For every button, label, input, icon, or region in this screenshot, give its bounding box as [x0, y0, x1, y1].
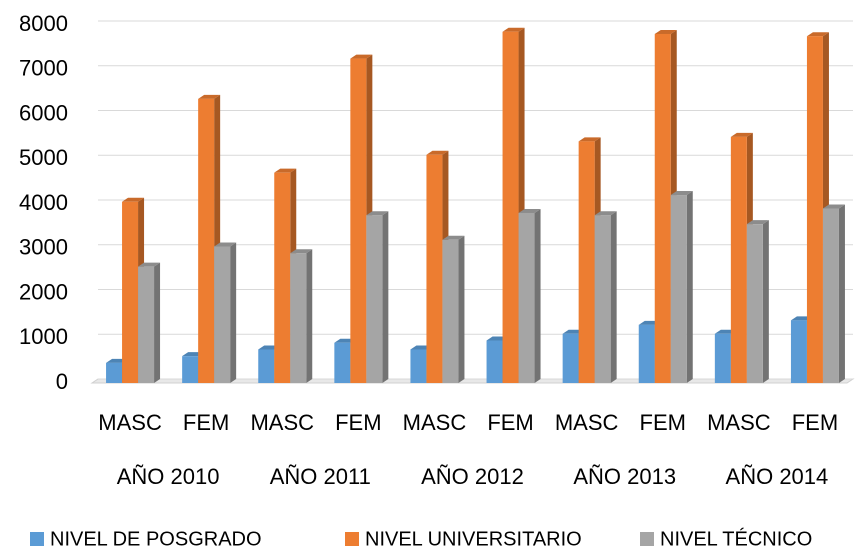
bar-top	[290, 249, 313, 254]
bar	[594, 215, 611, 383]
legend-swatch	[640, 532, 654, 546]
y-tick-label: 5000	[19, 145, 68, 170]
bar-top	[502, 27, 525, 32]
bar	[638, 324, 655, 383]
bar-top	[746, 220, 769, 225]
bar	[822, 208, 839, 383]
x-tick-label: FEM	[487, 410, 533, 435]
bar	[426, 154, 443, 383]
x-tick-label: MASC	[98, 410, 162, 435]
bar-side	[686, 191, 693, 383]
bar	[214, 246, 231, 383]
y-tick-label: 4000	[19, 190, 68, 215]
bar-side	[306, 249, 313, 383]
bar-side	[838, 204, 845, 383]
bar-top	[122, 197, 145, 202]
bar	[562, 333, 579, 383]
bar-top	[578, 137, 601, 142]
bar-side	[762, 220, 769, 383]
bar-top	[138, 262, 161, 267]
group-label: AÑO 2013	[573, 464, 676, 489]
group-label: AÑO 2010	[117, 464, 220, 489]
bar-top	[198, 94, 221, 99]
x-tick-label: MASC	[707, 410, 771, 435]
bar-top	[654, 29, 677, 34]
bar-side	[458, 235, 465, 383]
bar	[790, 320, 807, 383]
y-tick-label: 6000	[19, 100, 68, 125]
bar-side	[382, 211, 389, 383]
bar	[138, 266, 155, 383]
bar-top	[670, 191, 693, 196]
legend-swatch	[30, 532, 44, 546]
bar	[518, 212, 535, 383]
bar	[350, 58, 367, 383]
x-tick-label: MASC	[403, 410, 467, 435]
bar-side	[610, 211, 617, 383]
bar	[366, 215, 383, 383]
bar-side	[154, 262, 161, 383]
bar	[670, 195, 687, 383]
bar	[410, 349, 427, 383]
x-tick-label: FEM	[183, 410, 229, 435]
bar	[714, 333, 731, 383]
bar-top	[442, 235, 465, 240]
bar-top	[426, 150, 449, 155]
bar	[198, 98, 215, 384]
bar-top	[594, 211, 617, 216]
y-tick-label: 1000	[19, 324, 68, 349]
bar	[502, 31, 519, 384]
bar	[290, 253, 307, 383]
group-label: AÑO 2011	[270, 464, 371, 489]
y-tick-label: 2000	[19, 279, 68, 304]
legend-label: NIVEL UNIVERSITARIO	[365, 528, 582, 550]
group-label: AÑO 2014	[726, 464, 829, 489]
y-tick-label: 7000	[19, 56, 68, 81]
bar	[122, 201, 139, 383]
bar-top	[518, 208, 541, 213]
x-tick-label: MASC	[250, 410, 314, 435]
bar-top	[806, 32, 829, 37]
bar	[442, 239, 459, 383]
bar	[106, 362, 123, 383]
bar	[334, 342, 351, 383]
x-tick-label: FEM	[335, 410, 381, 435]
bar	[746, 224, 763, 383]
bar	[654, 33, 671, 383]
bar-top	[366, 211, 389, 216]
bar-side	[534, 208, 541, 383]
bar-top	[214, 242, 237, 247]
legend-label: NIVEL DE POSGRADO	[50, 528, 262, 550]
x-tick-label: MASC	[555, 410, 619, 435]
bar	[730, 136, 747, 383]
bar	[274, 172, 291, 383]
group-label: AÑO 2012	[421, 464, 524, 489]
bar-top	[730, 132, 753, 137]
bar-side	[230, 242, 237, 383]
y-tick-label: 0	[56, 369, 68, 394]
y-tick-label: 8000	[19, 11, 68, 36]
x-tick-label: FEM	[640, 410, 686, 435]
y-tick-label: 3000	[19, 235, 68, 260]
bar	[258, 349, 275, 383]
bar	[806, 36, 823, 383]
legend-label: NIVEL TÉCNICO	[660, 527, 812, 550]
bar	[486, 340, 503, 383]
bar	[182, 356, 199, 383]
bar-top	[350, 54, 373, 59]
bar	[578, 141, 595, 383]
legend-swatch	[345, 532, 359, 546]
x-tick-label: FEM	[792, 410, 838, 435]
bar-top	[822, 204, 845, 209]
bar-top	[274, 168, 297, 173]
